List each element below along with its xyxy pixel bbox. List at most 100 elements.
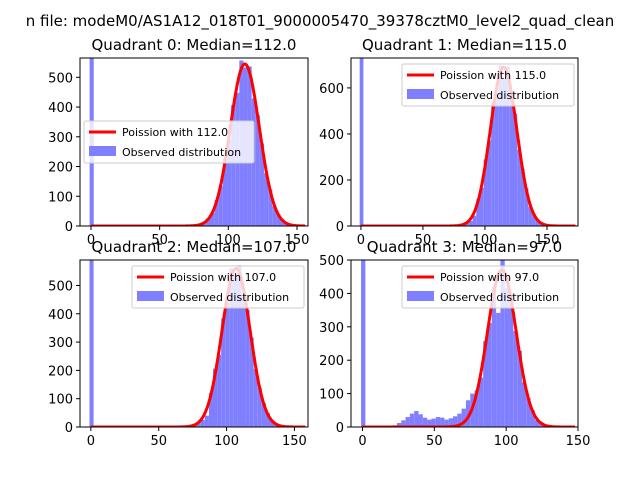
- histogram-bar: [498, 65, 503, 226]
- histogram-bar: [504, 288, 510, 427]
- histogram-bar: [422, 417, 428, 427]
- poisson-fit-line: [361, 268, 577, 427]
- x-tick-label: 0: [87, 434, 95, 449]
- legend-label-fit: Poission with 97.0: [440, 271, 539, 284]
- histogram-bar: [206, 218, 211, 226]
- axes-frame: [79, 57, 309, 227]
- histogram-bar: [491, 286, 497, 427]
- histogram-bar: [478, 377, 484, 427]
- histogram-bar: [535, 219, 540, 226]
- chart-title: Quadrant 1: Median=115.0: [362, 36, 567, 54]
- y-tick-label: 0: [336, 220, 344, 235]
- chart-panel-0: 0 50 100 150 0 100 200 300 400 500 Quadrant 0: Med…: [48, 36, 309, 248]
- histogram-bar: [509, 97, 514, 226]
- histogram-bar: [217, 354, 222, 427]
- poisson-fit-line: [360, 65, 577, 226]
- histogram-bar: [480, 187, 484, 226]
- figure-suptitle: n file: modeM0/AS1A12_018T01_9000005470_…: [26, 12, 615, 31]
- histogram-bar: [237, 265, 242, 427]
- histogram-bar: [506, 66, 510, 226]
- chart-legend: Poission with 115.0 Observed distribution: [401, 63, 575, 107]
- y-tick-label: 0: [65, 220, 73, 235]
- y-tick-label: 200: [319, 174, 344, 189]
- poisson-fit-line: [90, 62, 307, 226]
- histogram-bar: [196, 421, 201, 427]
- histogram-bar: [465, 400, 471, 427]
- y-tick-label: 400: [319, 128, 344, 143]
- y-tick-label: 100: [48, 190, 73, 205]
- histogram-bar: [453, 416, 458, 427]
- x-tick-label: 100: [216, 233, 241, 248]
- histogram-bar: [502, 78, 507, 226]
- legend-box: [401, 63, 575, 107]
- x-tick-label: 100: [494, 434, 519, 449]
- histogram-bar: [200, 419, 205, 427]
- histogram-bar: [474, 390, 479, 427]
- histogram-bar: [89, 260, 94, 427]
- histogram-bar: [218, 185, 223, 226]
- x-tick-label: 150: [282, 434, 307, 449]
- x-tick-label: 0: [358, 434, 366, 449]
- chart-plot-area: [359, 58, 577, 226]
- histogram-bar: [253, 368, 258, 427]
- histogram-bar: [524, 188, 529, 226]
- chart-legend: Poission with 112.0 Observed distribution: [83, 120, 255, 164]
- histogram-bar: [496, 312, 501, 427]
- histogram-bar: [520, 168, 525, 226]
- legend-box: [131, 265, 305, 309]
- x-tick-label: 150: [566, 434, 591, 449]
- x-tick-label: 100: [214, 434, 239, 449]
- x-tick-label: 100: [473, 233, 498, 248]
- histogram-bar: [359, 58, 364, 226]
- histogram-bar: [208, 392, 213, 427]
- histogram-bar: [494, 95, 499, 226]
- histogram-bar: [517, 149, 521, 226]
- chart-panel-3: 0 50 100 150 0 100 200 300 400 500 Quadrant 3: Med…: [319, 238, 590, 449]
- histogram-bar: [213, 368, 218, 427]
- histogram-bar: [414, 410, 419, 427]
- y-tick-label: 200: [319, 354, 344, 369]
- legend-swatch-hist: [407, 89, 434, 99]
- y-tick-label: 400: [48, 101, 73, 116]
- histogram-bar: [431, 418, 436, 427]
- chart-title: Quadrant 3: Median=97.0: [367, 238, 562, 256]
- histogram-bar: [418, 414, 423, 427]
- histogram-bar: [259, 143, 265, 226]
- legend-swatch-hist: [137, 291, 164, 301]
- histogram-bar: [231, 104, 236, 226]
- legend-label-fit: Poission with 112.0: [122, 126, 228, 139]
- histogram-bar: [513, 113, 518, 226]
- histogram-bar: [401, 420, 406, 427]
- chart-title: Quadrant 2: Median=107.0: [92, 238, 297, 256]
- histogram-bar: [444, 419, 449, 427]
- y-tick-label: 500: [48, 279, 73, 294]
- histogram-bar: [233, 275, 238, 427]
- legend-label-hist: Observed distribution: [440, 291, 559, 304]
- histogram-bar: [222, 158, 227, 226]
- histogram-bar: [509, 293, 514, 427]
- histogram-bar: [457, 413, 462, 427]
- chart-legend: Poission with 97.0 Observed distribution: [401, 265, 575, 309]
- y-tick-label: 100: [48, 393, 73, 408]
- axes-frame: [79, 259, 309, 428]
- histogram-bar: [280, 219, 285, 226]
- y-tick-label: 400: [48, 308, 73, 323]
- histogram-bar: [229, 268, 234, 427]
- x-tick-label: 150: [285, 233, 310, 248]
- chart-title: Quadrant 0: Median=112.0: [92, 36, 297, 54]
- y-tick-label: 600: [319, 82, 344, 97]
- histogram-bar: [225, 303, 230, 427]
- histogram-bar: [427, 419, 432, 427]
- legend-box: [83, 120, 255, 164]
- histogram-bar: [517, 350, 522, 427]
- y-tick-label: 0: [65, 421, 73, 436]
- histogram-bar: [534, 419, 540, 427]
- histogram-bar: [483, 159, 488, 226]
- histogram-bar: [500, 260, 505, 427]
- x-tick-label: 50: [426, 434, 443, 449]
- chart-panel-1: 0 50 100 150 0 200 400 600 Quadrant 1: Median=11…: [319, 36, 579, 248]
- x-tick-label: 0: [357, 233, 365, 248]
- histogram-bar: [476, 199, 481, 226]
- y-tick-label: 500: [48, 71, 73, 86]
- histogram-bar: [265, 413, 270, 427]
